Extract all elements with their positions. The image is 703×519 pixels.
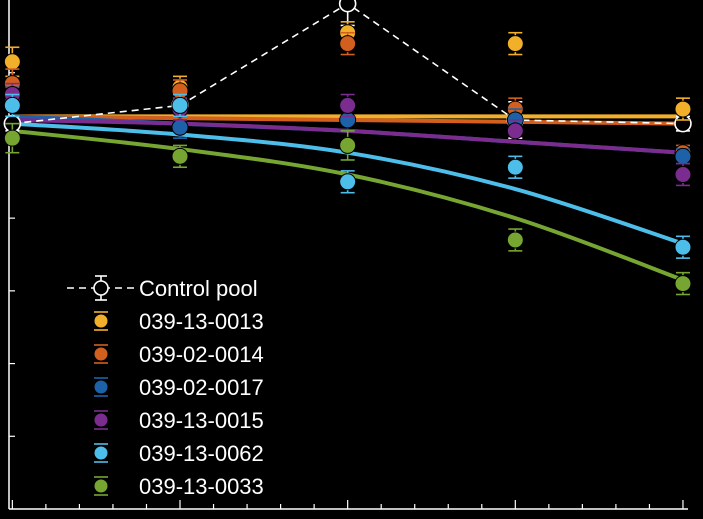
data-point: [171, 147, 189, 165]
data-point: [171, 118, 189, 136]
legend-label: 039-02-0017: [139, 375, 264, 400]
data-point: [674, 238, 692, 256]
data-point: [506, 158, 524, 176]
legend-marker: [93, 280, 109, 296]
data-point: [339, 96, 357, 114]
legend-label: 039-02-0014: [139, 342, 264, 367]
data-point: [339, 173, 357, 191]
data-point: [3, 96, 21, 114]
legend-marker: [93, 379, 109, 395]
data-point: [3, 129, 21, 147]
data-point: [338, 0, 357, 13]
data-point: [674, 166, 692, 184]
legend-label: 039-13-0015: [139, 408, 264, 433]
data-point: [506, 231, 524, 249]
legend-marker: [93, 313, 109, 329]
data-point: [674, 147, 692, 165]
data-point: [339, 136, 357, 154]
data-point: [171, 96, 189, 114]
data-point: [3, 53, 21, 71]
legend-marker: [93, 478, 109, 494]
data-point: [674, 100, 692, 118]
legend-label: 039-13-0013: [139, 309, 264, 334]
legend-label: 039-13-0033: [139, 474, 264, 499]
data-points: [3, 0, 692, 296]
legend-marker: [93, 412, 109, 428]
legend-marker: [93, 445, 109, 461]
legend-label: Control pool: [139, 276, 258, 301]
legend-label: 039-13-0062: [139, 441, 264, 466]
legend-marker: [93, 346, 109, 362]
data-point: [674, 275, 692, 293]
legend: Control pool 039-13-0013 039-02-0014 039-02…: [67, 275, 264, 499]
data-point: [506, 122, 524, 140]
data-point: [339, 35, 357, 53]
data-point: [506, 35, 524, 53]
